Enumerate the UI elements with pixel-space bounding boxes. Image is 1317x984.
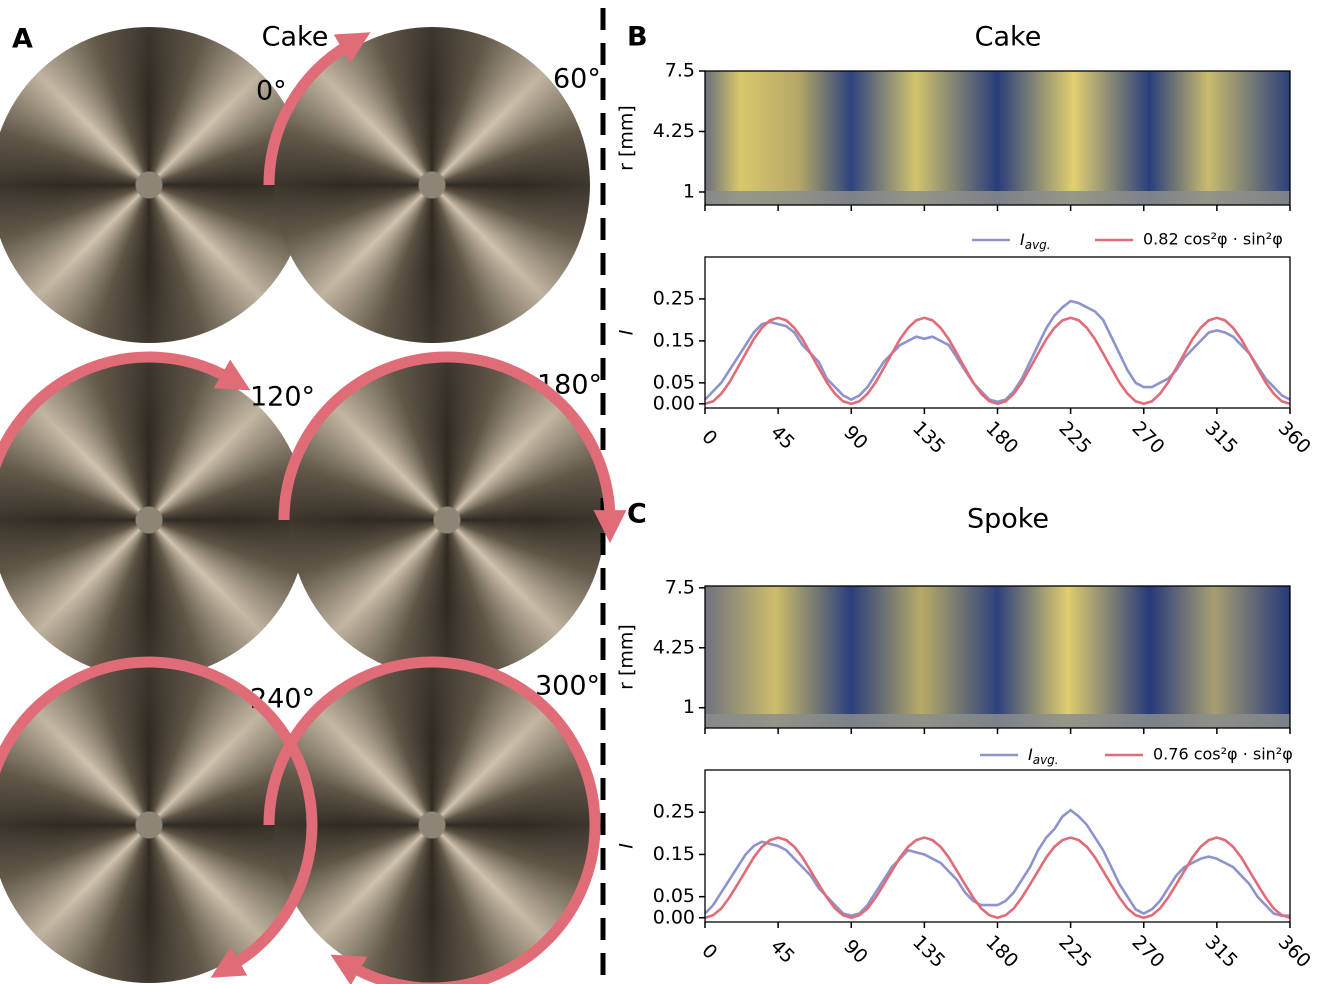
y-tick-label: 4.25	[653, 120, 695, 142]
x-tick-label: 315	[1201, 931, 1242, 972]
rotation-arrow	[263, 656, 601, 984]
y-axis-label: r [mm]	[616, 105, 638, 171]
axes-frame	[704, 769, 1291, 923]
x-tick-label: 225	[1054, 417, 1095, 458]
heatmap-image	[705, 71, 1290, 205]
series-line	[704, 299, 1291, 404]
y-tick-label: 4.25	[653, 636, 695, 658]
series-line	[704, 808, 1290, 918]
x-tick-label: 90	[839, 421, 872, 454]
y-axis-label: I	[616, 843, 638, 849]
axes-frame	[704, 70, 1291, 206]
series-line	[704, 836, 1291, 920]
x-tick-label: 45	[766, 421, 799, 454]
legend-label: 0.82 cos²φ · sin²φ	[1143, 230, 1283, 249]
x-tick-label: 0	[697, 426, 721, 450]
x-tick-label: 45	[766, 935, 799, 968]
panel-label: B	[627, 22, 648, 53]
x-tick-label: 315	[1201, 417, 1242, 458]
sample-image	[0, 667, 307, 983]
y-axis-label: r [mm]	[616, 624, 638, 690]
rotation-arrow	[263, 32, 371, 186]
sample-image	[0, 27, 307, 343]
x-tick-label: 360	[1274, 931, 1315, 972]
angle-label: 0°	[256, 76, 287, 107]
panel-label: A	[12, 24, 33, 55]
panel-label: C	[627, 499, 647, 530]
y-tick-label: 0.05	[653, 885, 695, 907]
x-tick-label: 225	[1054, 931, 1095, 972]
y-tick-label: 7.5	[665, 576, 695, 598]
legend-label: 0.76 cos²φ · sin²φ	[1153, 745, 1293, 764]
y-tick-label: 0.15	[653, 843, 695, 865]
angle-label: 60°	[553, 64, 601, 95]
x-tick-label: 360	[1274, 417, 1315, 458]
x-tick-label: 270	[1128, 417, 1169, 458]
y-tick-label: 0.00	[653, 392, 695, 414]
panel-title: Cake	[975, 22, 1042, 53]
heatmap-image	[705, 586, 1290, 728]
rotation-arrow	[0, 656, 318, 978]
axes-frame	[704, 256, 1291, 409]
panel-title: Spoke	[967, 504, 1049, 535]
x-tick-label: 0	[697, 940, 721, 964]
x-tick-label: 135	[908, 931, 949, 972]
x-tick-label: 270	[1128, 931, 1169, 972]
heatmap-edge	[705, 714, 1290, 728]
y-tick-label: 1	[683, 696, 695, 718]
heatmap-edge	[705, 191, 1290, 205]
angle-label: 120°	[250, 382, 315, 413]
y-tick-label: 1	[683, 180, 695, 202]
panel-title: Cake	[262, 22, 329, 53]
legend-label: Iavg.	[1028, 745, 1059, 767]
axes-frame	[704, 585, 1291, 729]
x-tick-label: 180	[981, 417, 1022, 458]
x-tick-label: 180	[981, 931, 1022, 972]
y-tick-label: 0.25	[653, 287, 695, 309]
sample-image	[274, 667, 590, 983]
y-tick-label: 0.05	[653, 371, 695, 393]
y-tick-label: 0.00	[653, 906, 695, 928]
legend-label: Iavg.	[1020, 230, 1051, 252]
y-tick-label: 0.25	[653, 801, 695, 823]
sample-image	[289, 362, 605, 678]
x-tick-label: 90	[839, 935, 872, 968]
x-tick-label: 135	[908, 417, 949, 458]
rotation-arrow	[278, 351, 627, 544]
y-tick-label: 0.15	[653, 329, 695, 351]
angle-label: 300°	[535, 671, 600, 702]
y-tick-label: 7.5	[665, 60, 695, 82]
sample-image	[0, 362, 307, 678]
series-line	[704, 316, 1291, 406]
sample-image	[274, 27, 590, 343]
rotation-arrow	[0, 351, 251, 470]
y-axis-label: I	[616, 329, 638, 335]
